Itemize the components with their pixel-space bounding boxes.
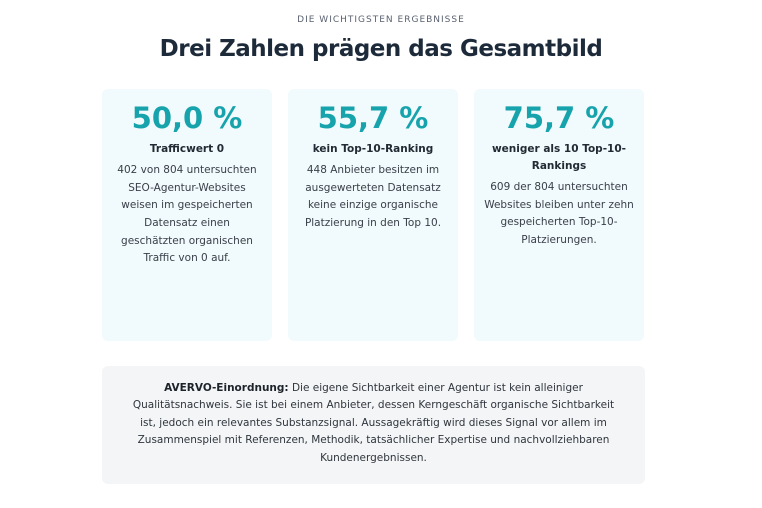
stat-card-no-top10: 55,7 % kein Top-10-Ranking 448 Anbieter … [288,89,458,341]
section-headline: Drei Zahlen prägen das Gesamtbild [159,36,603,62]
stat-label: weniger als 10 Top-10-Rankings [491,142,627,172]
stat-card-under-ten-top10: 75,7 % weniger als 10 Top-10-Rankings 60… [474,89,644,341]
stat-value: 50,0 % [131,101,243,135]
stat-value: 55,7 % [317,101,429,135]
stat-value: 75,7 % [503,101,615,135]
note-text: Die eigene Sichtbarkeit einer Agentur is… [132,382,615,464]
section-eyebrow: DIE WICHTIGSTEN ERGEBNISSE [297,15,465,25]
stat-label: Trafficwert 0 [149,142,225,155]
assessment-note: AVERVO-Einordnung: Die eigene Sichtbarke… [102,366,645,484]
stat-cards: 50,0 % Trafficwert 0 402 von 804 untersu… [102,89,645,341]
note-lead: AVERVO-Einordnung: [164,382,289,394]
stat-description: 402 von 804 untersuchten SEO-Agentur-Web… [117,163,257,265]
stat-description: 609 der 804 untersuchten Websites bleibe… [484,180,634,246]
stat-card-traffic-zero: 50,0 % Trafficwert 0 402 von 804 untersu… [102,89,272,341]
stat-label: kein Top-10-Ranking [312,142,434,155]
stat-description: 448 Anbieter besitzen im ausgewerteten D… [304,163,442,229]
